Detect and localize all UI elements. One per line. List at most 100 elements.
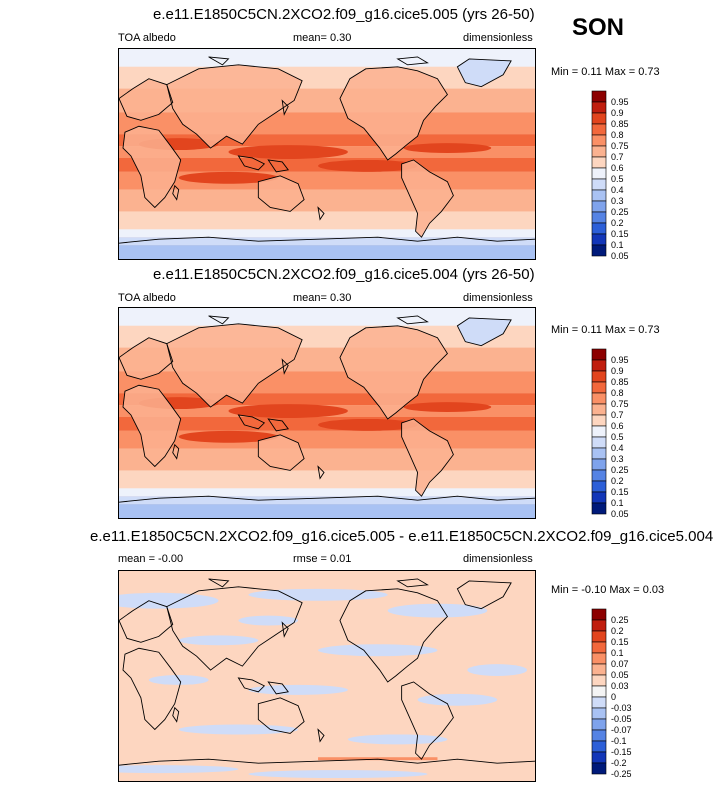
panel-1-minmax: Min = 0.11 Max = 0.73 — [551, 66, 660, 78]
colorbar-swatch — [591, 392, 607, 405]
panel-2-variable: TOA albedo — [118, 292, 176, 304]
colorbar-swatch — [591, 370, 607, 383]
colorbar-swatch — [591, 222, 607, 235]
colorbar-swatch — [591, 663, 607, 676]
coastline — [456, 317, 512, 347]
coastline — [208, 56, 230, 66]
colorbar-level-label: 0.25 — [611, 615, 629, 625]
colorbar-swatch — [591, 641, 607, 654]
colorbar-swatch — [591, 718, 607, 731]
colorbar-swatch — [591, 652, 607, 665]
colorbar-swatch — [591, 608, 607, 621]
coastline — [267, 418, 289, 432]
colorbar-swatch — [591, 189, 607, 202]
coastline — [339, 66, 448, 161]
colorbar-swatch — [591, 491, 607, 504]
coastline — [257, 175, 305, 212]
coastline — [122, 647, 182, 731]
colorbar-level-label: 0.15 — [611, 637, 629, 647]
panel-3-mean: mean = -0.00 — [118, 553, 184, 565]
colorbar-swatch — [591, 145, 607, 158]
colorbar-level-label: 0.9 — [611, 366, 624, 376]
colorbar-swatch — [591, 740, 607, 753]
coastline — [172, 706, 180, 723]
colorbar-swatch — [591, 348, 607, 361]
colorbar-level-label: 0.95 — [611, 355, 629, 365]
coastline — [119, 236, 535, 244]
colorbar-swatch — [591, 167, 607, 180]
panel-1-variable: TOA albedo — [118, 32, 176, 44]
colorbar-swatch — [591, 751, 607, 764]
coastline — [339, 588, 448, 683]
colorbar-level-label: 0.8 — [611, 388, 624, 398]
colorbar-level-label: 0.1 — [611, 648, 624, 658]
colorbar-level-label: 0.85 — [611, 377, 629, 387]
coastline — [317, 728, 325, 743]
coastline — [267, 159, 289, 173]
colorbar-level-label: -0.2 — [611, 758, 627, 768]
colorbar-level-label: 0.2 — [611, 476, 624, 486]
colorbar-swatch — [591, 123, 607, 136]
colorbar-level-label: 0.05 — [611, 251, 629, 260]
colorbar-level-label: 0.4 — [611, 443, 624, 453]
colorbar-level-label: -0.15 — [611, 747, 632, 757]
panel-3-minmax: Min = -0.10 Max = 0.03 — [551, 584, 665, 596]
colorbar-swatch — [591, 425, 607, 438]
colorbar-level-label: 0.03 — [611, 681, 629, 691]
colorbar-level-label: 0.8 — [611, 130, 624, 140]
panel-3-title: e.e11.E1850C5CN.2XCO2.f09_g16.cice5.005 … — [90, 528, 714, 545]
coastline — [396, 315, 429, 325]
colorbar-swatch — [591, 447, 607, 460]
colorbar-swatch — [591, 211, 607, 224]
colorbar-swatch — [591, 233, 607, 246]
colorbar-level-label: 0.7 — [611, 152, 624, 162]
panel-3-rmse: rmse = 0.01 — [293, 553, 352, 565]
panel-1-units: dimensionless — [463, 32, 533, 44]
panel-2-units: dimensionless — [463, 292, 533, 304]
coastline — [317, 206, 325, 221]
panel-1-map — [118, 48, 536, 260]
coastline — [119, 758, 535, 766]
colorbar-swatch — [591, 403, 607, 416]
panel-3-map — [118, 570, 536, 782]
colorbar-swatch — [591, 134, 607, 147]
coastline — [172, 184, 180, 201]
colorbar-level-label: 0.25 — [611, 465, 629, 475]
coastline — [119, 600, 174, 643]
coastline — [166, 586, 303, 671]
panel-2-map — [118, 307, 536, 519]
colorbar-swatch — [591, 630, 607, 643]
colorbar-level-label: 0.9 — [611, 108, 624, 118]
colorbar-level-label: 0.5 — [611, 174, 624, 184]
coastline — [401, 418, 454, 497]
colorbar-swatch — [591, 469, 607, 482]
coastline — [281, 621, 289, 638]
panel-3-colorbar: 0.250.20.150.10.070.050.030-0.03-0.05-0.… — [591, 608, 632, 778]
colorbar-level-label: 0.95 — [611, 97, 629, 107]
panel-1-colorbar: 0.950.90.850.80.750.70.60.50.40.30.250.2… — [591, 90, 629, 260]
colorbar-swatch — [591, 674, 607, 687]
colorbar-level-label: -0.03 — [611, 703, 632, 713]
colorbar-swatch — [591, 200, 607, 213]
colorbar-swatch — [591, 90, 607, 103]
colorbar-level-label: 0.5 — [611, 432, 624, 442]
coastline — [166, 64, 303, 149]
colorbar-swatch — [591, 178, 607, 191]
colorbar-swatch — [591, 762, 607, 775]
colorbar-swatch — [591, 436, 607, 449]
coastline — [339, 325, 448, 420]
coastline — [237, 155, 266, 171]
coastline — [257, 434, 305, 471]
coastline — [401, 681, 454, 760]
colorbar-level-label: 0.7 — [611, 410, 624, 420]
colorbar-swatch — [591, 696, 607, 709]
coastline — [281, 358, 289, 375]
coastline — [119, 495, 535, 503]
panel-3-units: dimensionless — [463, 553, 533, 565]
coastline — [237, 414, 266, 430]
colorbar-swatch — [591, 480, 607, 493]
coastline — [456, 58, 512, 88]
colorbar-level-label: 0.15 — [611, 487, 629, 497]
coastline — [317, 465, 325, 480]
coastline — [166, 323, 303, 408]
